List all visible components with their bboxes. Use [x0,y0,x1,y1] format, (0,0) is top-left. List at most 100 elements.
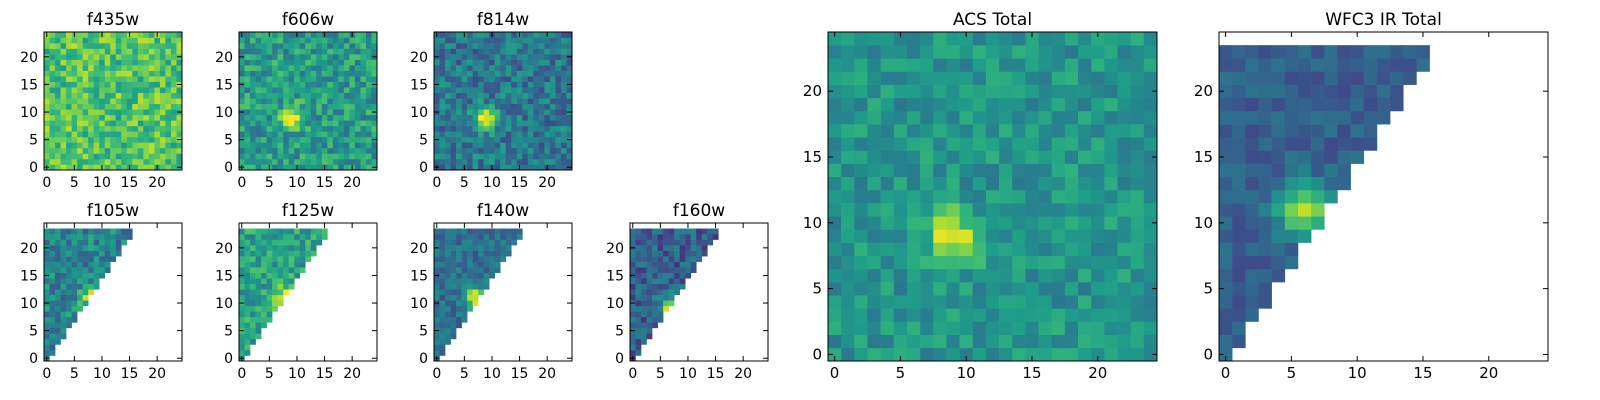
pixel-cell [841,255,855,270]
pixel-cell [261,283,267,290]
pixel-cell [343,65,350,71]
pixel-cell [77,153,83,160]
pixel-cell [343,131,350,138]
pixel-cell [933,124,947,138]
pixel-cell [511,147,518,154]
pixel-cell [461,65,468,71]
pixel-cell [1143,334,1158,349]
pixel-cell [371,43,378,49]
pixel-cell [461,289,468,296]
pixel-cell [327,103,334,110]
pixel-cell [1117,321,1131,335]
pixel-cell [1284,58,1299,72]
pixel-cell [294,272,301,279]
pixel-cell [159,32,166,38]
pixel-cell [88,43,94,49]
pixel-cell [1038,84,1053,99]
pixel-cell [445,311,451,318]
pixel-cell [1025,163,1039,178]
pixel-cell [310,37,317,44]
pixel-cell [679,283,686,290]
pixel-cell [489,98,496,105]
pixel-cell [239,65,245,71]
pixel-cell [646,283,653,290]
pixel-cell [60,267,67,273]
pixel-cell [500,239,507,246]
pixel-cell [71,256,78,262]
pixel-cell [999,216,1013,230]
pixel-cell [494,37,501,44]
pixel-cell [489,239,496,246]
pixel-cell [255,267,262,273]
pixel-cell [1117,295,1131,309]
pixel-cell [920,334,934,349]
pixel-cell [478,147,484,154]
pixel-cell [255,289,262,296]
pixel-cell [272,43,278,49]
pixel-cell [511,142,518,149]
pixel-cell [657,261,664,268]
pixel-cell [516,92,523,99]
pixel-cell [60,125,67,132]
pixel-cell [82,87,89,94]
pixel-cell [906,45,921,59]
pixel-cell [1219,110,1233,125]
pixel-cell [321,81,328,88]
pixel-cell [77,59,83,66]
pixel-cell [250,48,256,55]
pixel-cell [854,295,868,309]
pixel-cell [946,163,960,178]
pixel-cell [566,65,573,71]
pixel-cell [946,282,960,296]
pixel-cell [906,216,921,230]
pixel-cell [652,289,658,296]
pixel-cell [505,87,512,94]
pixel-cell [668,245,675,251]
pixel-cell [920,124,934,138]
pixel-cell [121,164,128,171]
pixel-cell [294,87,301,94]
pixel-cell [439,333,446,340]
pixel-cell [1051,97,1066,112]
pixel-cell [148,70,155,77]
pixel-cell [148,98,155,105]
pixel-cell [261,294,267,301]
pixel-cell [1232,295,1246,309]
pixel-cell [99,65,106,71]
pixel-cell [516,76,523,82]
pixel-cell [159,81,166,88]
pixel-cell [126,43,133,49]
pixel-cell [88,32,94,38]
pixel-cell [450,164,457,171]
pixel-cell [332,136,339,143]
pixel-cell [893,45,908,59]
pixel-cell [104,136,111,143]
pixel-cell [538,76,545,82]
pixel-cell [657,239,664,246]
pixel-cell [1143,282,1158,296]
pixel-cell [338,37,345,44]
pixel-cell [77,70,83,77]
pixel-cell [266,250,273,257]
pixel-cell [494,70,501,77]
pixel-cell [959,58,974,72]
pixel-cell [467,153,473,160]
pixel-cell [456,316,462,323]
pixel-cell [483,43,490,49]
pixel-cell [652,294,658,301]
pixel-cell [88,250,94,257]
pixel-cell [999,97,1013,112]
pixel-cell [266,103,273,110]
pixel-cell [456,142,462,149]
pixel-cell [906,321,921,335]
pixel-cell [49,338,56,345]
pixel-cell [360,114,367,121]
pixel-cell [77,109,83,116]
x-tick-label: 20 [148,175,166,191]
x-tick-label: 10 [483,175,501,191]
pixel-cell [1258,45,1272,59]
pixel-cell [332,87,339,94]
pixel-cell [77,278,83,285]
pixel-cell [261,234,267,240]
pixel-cell [472,153,479,160]
